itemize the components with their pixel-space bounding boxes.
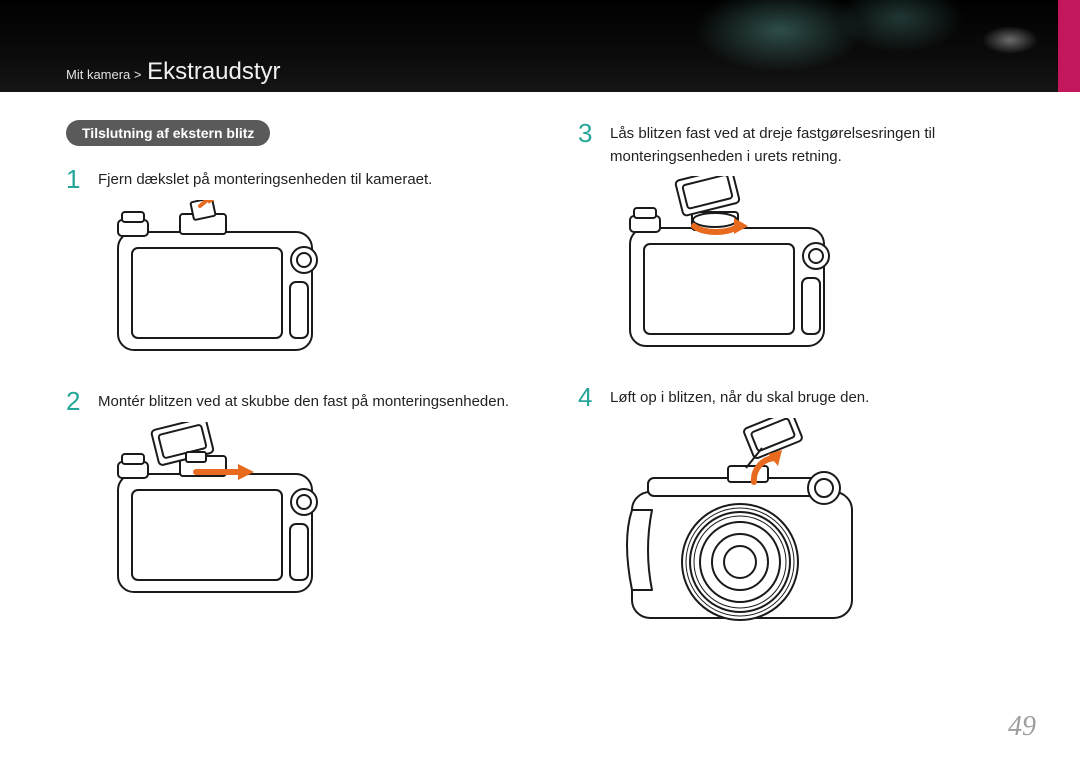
content: Tilslutning af ekstern blitz 1 Fjern dæk…: [66, 120, 1030, 676]
illustration-3: [612, 176, 1030, 356]
illustration-2: [100, 422, 518, 602]
step-2-number: 2: [66, 388, 84, 414]
accent-bar: [1058, 0, 1080, 92]
step-1-number: 1: [66, 166, 84, 192]
breadcrumb: Mit kamera > Ekstraudstyr: [66, 58, 281, 86]
right-column: 3 Lås blitzen fast ved at dreje fastgøre…: [578, 120, 1030, 676]
illustration-4: [612, 418, 1030, 648]
step-1-text: Fjern dækslet på monteringsenheden til k…: [98, 166, 432, 192]
step-2-text: Montér blitzen ved at skubbe den fast på…: [98, 388, 509, 414]
breadcrumb-parent: Mit kamera: [66, 67, 130, 82]
step-4: 4 Løft op i blitzen, når du skal bruge d…: [578, 384, 1030, 410]
breadcrumb-section: Ekstraudstyr: [147, 58, 280, 85]
subsection-pill: Tilslutning af ekstern blitz: [66, 120, 270, 146]
step-4-number: 4: [578, 384, 596, 410]
breadcrumb-sep: >: [134, 67, 142, 82]
illustration-1: [100, 200, 518, 360]
left-column: Tilslutning af ekstern blitz 1 Fjern dæk…: [66, 120, 518, 676]
step-1: 1 Fjern dækslet på monteringsenheden til…: [66, 166, 518, 192]
step-3: 3 Lås blitzen fast ved at dreje fastgøre…: [578, 120, 1030, 168]
step-2: 2 Montér blitzen ved at skubbe den fast …: [66, 388, 518, 414]
step-3-number: 3: [578, 120, 596, 146]
step-3-text: Lås blitzen fast ved at dreje fastgørels…: [610, 120, 1030, 168]
page-number: 49: [1008, 711, 1036, 743]
step-4-text: Løft op i blitzen, når du skal bruge den…: [610, 384, 869, 410]
